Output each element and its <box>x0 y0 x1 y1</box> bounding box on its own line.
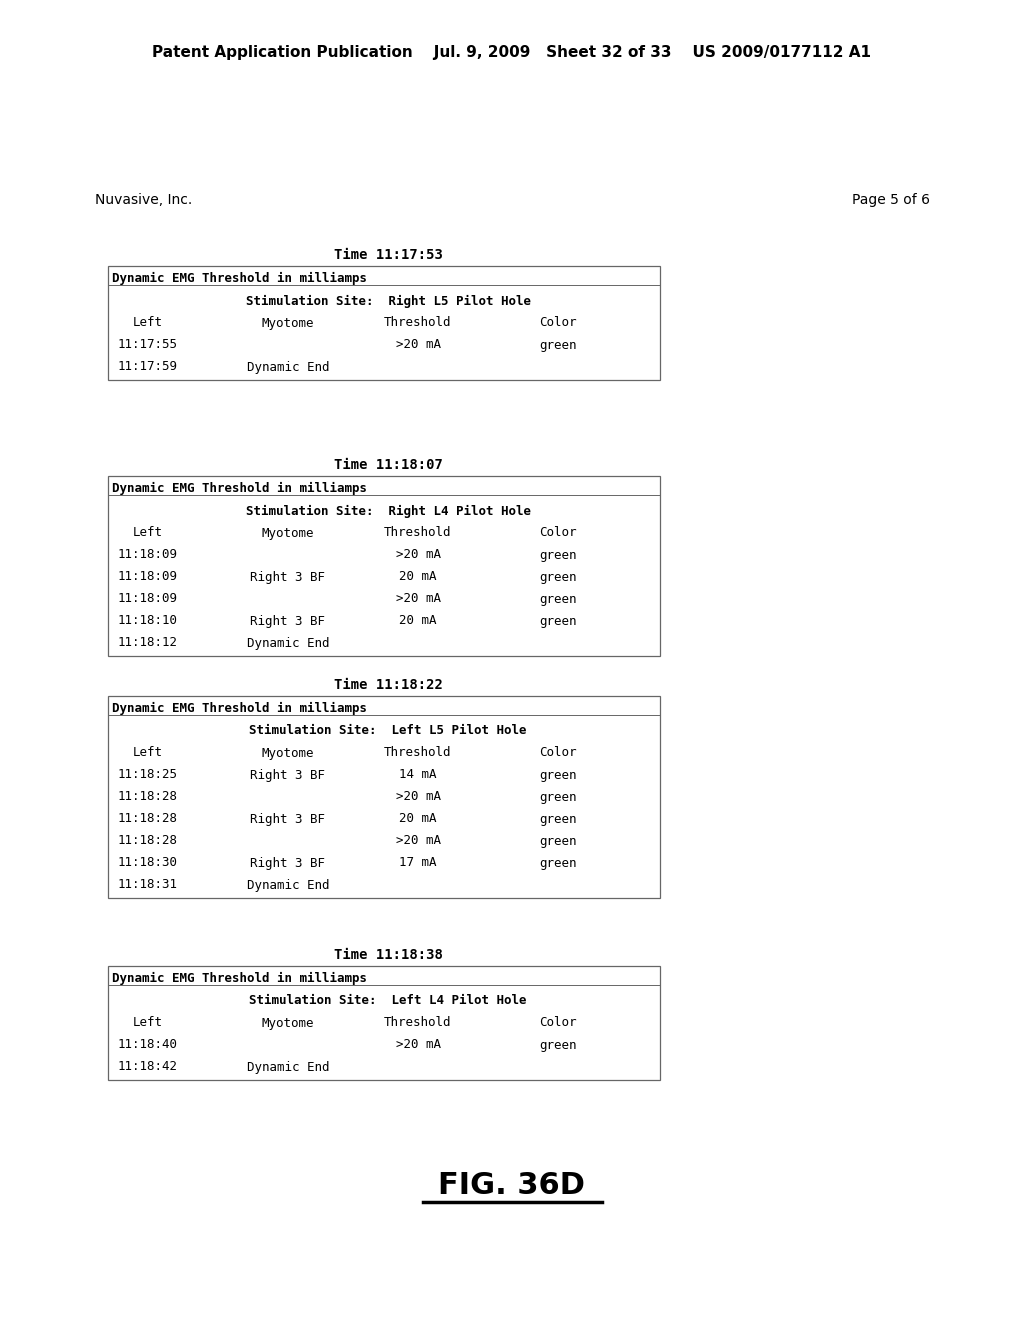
Text: Threshold: Threshold <box>384 527 452 540</box>
Text: Left: Left <box>133 747 163 759</box>
Text: Color: Color <box>540 527 577 540</box>
Text: 20 mA: 20 mA <box>399 570 437 583</box>
Text: Right 3 BF: Right 3 BF <box>251 857 326 870</box>
Text: green: green <box>540 593 577 606</box>
Text: Threshold: Threshold <box>384 747 452 759</box>
Text: >20 mA: >20 mA <box>395 1039 440 1052</box>
Bar <box>108 966 660 1080</box>
Text: Dynamic EMG Threshold in milliamps: Dynamic EMG Threshold in milliamps <box>112 701 367 714</box>
Text: Dynamic End: Dynamic End <box>247 1060 330 1073</box>
Text: Dynamic End: Dynamic End <box>247 636 330 649</box>
Text: Patent Application Publication    Jul. 9, 2009   Sheet 32 of 33    US 2009/01771: Patent Application Publication Jul. 9, 2… <box>153 45 871 59</box>
Text: 14 mA: 14 mA <box>399 768 437 781</box>
Text: Left: Left <box>133 527 163 540</box>
Text: Page 5 of 6: Page 5 of 6 <box>852 193 930 207</box>
Text: Stimulation Site:  Right L4 Pilot Hole: Stimulation Site: Right L4 Pilot Hole <box>246 504 530 517</box>
Text: Time 11:18:07: Time 11:18:07 <box>334 458 442 473</box>
Text: green: green <box>540 615 577 627</box>
Text: Dynamic End: Dynamic End <box>247 360 330 374</box>
Text: 11:18:40: 11:18:40 <box>118 1039 178 1052</box>
Text: Dynamic EMG Threshold in milliamps: Dynamic EMG Threshold in milliamps <box>112 272 367 285</box>
Text: Dynamic EMG Threshold in milliamps: Dynamic EMG Threshold in milliamps <box>112 482 367 495</box>
Text: Myotome: Myotome <box>262 317 314 330</box>
Text: >20 mA: >20 mA <box>395 834 440 847</box>
Text: Left: Left <box>133 317 163 330</box>
Text: Stimulation Site:  Left L4 Pilot Hole: Stimulation Site: Left L4 Pilot Hole <box>249 994 526 1007</box>
Text: Dynamic End: Dynamic End <box>247 879 330 891</box>
Text: 11:18:31: 11:18:31 <box>118 879 178 891</box>
Text: Stimulation Site:  Left L5 Pilot Hole: Stimulation Site: Left L5 Pilot Hole <box>249 725 526 738</box>
Text: 11:18:10: 11:18:10 <box>118 615 178 627</box>
Text: 11:18:42: 11:18:42 <box>118 1060 178 1073</box>
Text: >20 mA: >20 mA <box>395 549 440 561</box>
Text: 17 mA: 17 mA <box>399 857 437 870</box>
Text: Threshold: Threshold <box>384 317 452 330</box>
Text: FIG. 36D: FIG. 36D <box>438 1171 586 1200</box>
Text: green: green <box>540 1039 577 1052</box>
Text: Color: Color <box>540 747 577 759</box>
Text: green: green <box>540 549 577 561</box>
Text: Threshold: Threshold <box>384 1016 452 1030</box>
Text: green: green <box>540 768 577 781</box>
Text: 11:17:59: 11:17:59 <box>118 360 178 374</box>
Text: 11:18:12: 11:18:12 <box>118 636 178 649</box>
Text: 11:18:09: 11:18:09 <box>118 549 178 561</box>
Text: Right 3 BF: Right 3 BF <box>251 768 326 781</box>
Text: >20 mA: >20 mA <box>395 593 440 606</box>
Text: 11:18:28: 11:18:28 <box>118 791 178 804</box>
Text: 11:17:55: 11:17:55 <box>118 338 178 351</box>
Text: 11:18:30: 11:18:30 <box>118 857 178 870</box>
Text: 11:18:28: 11:18:28 <box>118 813 178 825</box>
Text: >20 mA: >20 mA <box>395 338 440 351</box>
Text: green: green <box>540 338 577 351</box>
Text: 11:18:25: 11:18:25 <box>118 768 178 781</box>
Text: green: green <box>540 570 577 583</box>
Text: Time 11:18:38: Time 11:18:38 <box>334 948 442 962</box>
Text: Stimulation Site:  Right L5 Pilot Hole: Stimulation Site: Right L5 Pilot Hole <box>246 294 530 308</box>
Text: Color: Color <box>540 1016 577 1030</box>
Text: green: green <box>540 813 577 825</box>
Text: green: green <box>540 834 577 847</box>
Bar <box>108 267 660 380</box>
Text: green: green <box>540 857 577 870</box>
Text: Nuvasive, Inc.: Nuvasive, Inc. <box>95 193 193 207</box>
Text: Myotome: Myotome <box>262 527 314 540</box>
Text: Right 3 BF: Right 3 BF <box>251 813 326 825</box>
Text: Time 11:17:53: Time 11:17:53 <box>334 248 442 261</box>
Bar <box>108 696 660 898</box>
Text: Myotome: Myotome <box>262 747 314 759</box>
Text: 20 mA: 20 mA <box>399 813 437 825</box>
Text: Left: Left <box>133 1016 163 1030</box>
Bar <box>108 477 660 656</box>
Text: Right 3 BF: Right 3 BF <box>251 615 326 627</box>
Text: 11:18:28: 11:18:28 <box>118 834 178 847</box>
Text: Color: Color <box>540 317 577 330</box>
Text: Right 3 BF: Right 3 BF <box>251 570 326 583</box>
Text: Dynamic EMG Threshold in milliamps: Dynamic EMG Threshold in milliamps <box>112 972 367 985</box>
Text: 20 mA: 20 mA <box>399 615 437 627</box>
Text: Myotome: Myotome <box>262 1016 314 1030</box>
Text: Time 11:18:22: Time 11:18:22 <box>334 678 442 692</box>
Text: green: green <box>540 791 577 804</box>
Text: >20 mA: >20 mA <box>395 791 440 804</box>
Text: 11:18:09: 11:18:09 <box>118 593 178 606</box>
Text: 11:18:09: 11:18:09 <box>118 570 178 583</box>
